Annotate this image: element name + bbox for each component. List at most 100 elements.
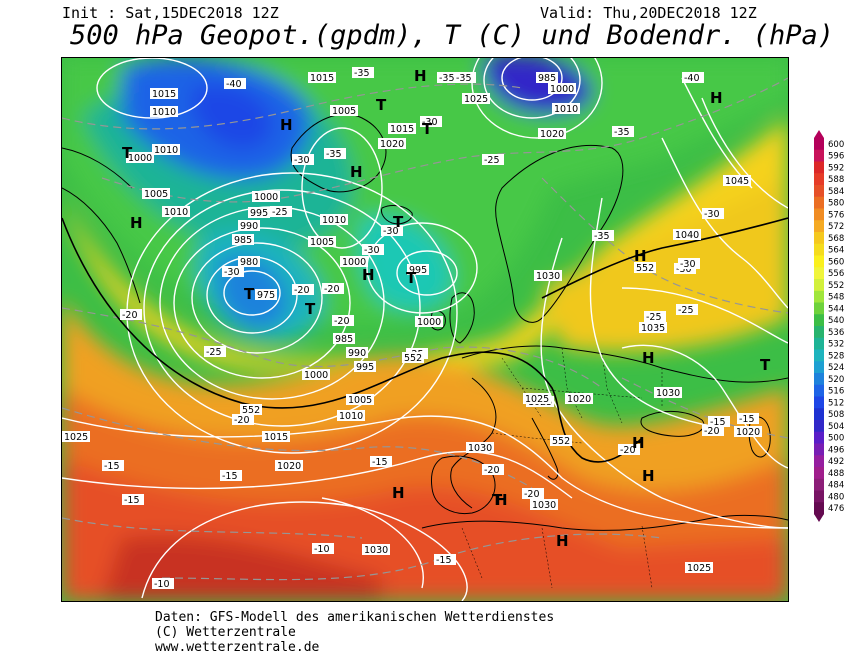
temperature-label-box [437,72,459,83]
footer-website[interactable]: www.wetterzentrale.de [155,640,320,655]
low-pressure-center: T [406,269,417,287]
pressure-label: 1015 [264,432,288,443]
scale-value-label: 600 [828,140,844,150]
scale-value-label: 552 [828,281,844,291]
pressure-label-box [142,188,170,199]
pressure-label-box [248,207,270,218]
temperature-label-box [612,126,634,137]
geopotential-label: 552 [552,436,570,447]
pressure-label-box [320,214,348,225]
scale-swatch [814,149,824,162]
temperature-label-box [618,444,640,455]
temperature-label-box [644,311,666,322]
pressure-label: 1025 [525,394,549,405]
temperature-label-box [312,543,334,554]
pressure-label-box [238,220,260,231]
temperature-label-box [362,244,384,255]
scale-swatch [814,185,824,198]
pressure-label: 1025 [687,563,711,574]
pressure-label-box [734,426,762,437]
temperature-labels: -40-35 -35 -35-30-35-25-40-35-30-25-30-30-… [102,67,759,590]
geopotential-552-contour [62,217,788,463]
pressure-label: 1010 [152,107,176,118]
pressure-label-box [415,316,443,327]
temperature-label-box [420,116,442,127]
geopotential-label-box [402,352,424,363]
low-pressure-center: T [760,356,771,374]
scale-value-label: 480 [828,492,844,502]
temperature-label: -30 [383,226,399,237]
scale-swatch [814,349,824,362]
temperature-label-box [224,78,246,89]
low-pressure-center: T [122,144,133,162]
scale-swatch [814,337,824,350]
scale-value-label: 504 [828,422,844,432]
pressure-label-box [346,394,374,405]
temperature-label: -10 [314,544,330,555]
temperature-label-box [122,494,144,505]
pressure-label-box [407,264,429,275]
scale-swatch [814,502,824,515]
pressure-label: 1020 [540,129,564,140]
high-pressure-center: H [642,467,655,485]
temperature-label-box [270,206,292,217]
low-pressure-center: T [376,96,387,114]
map-title: 500 hPa Geopot.(gpdm), T (C) und Bodendr… [70,20,835,51]
scale-value-label: 588 [828,175,844,185]
scale-bottom-arrow [814,514,824,522]
pressure-label-box [552,103,580,114]
temperature-label-box [522,488,544,499]
pressure-label: 1015 [310,73,334,84]
temperature-label-box [352,67,374,78]
high-pressure-center: H [556,532,569,550]
temperature-label-box [702,425,724,436]
pressure-label: 1000 [128,153,152,164]
pressure-label: 1030 [468,443,492,454]
scale-swatch [814,302,824,315]
pressure-label: 1030 [532,500,556,511]
pressure-label: 1010 [339,411,363,422]
temperature-label-box [332,315,354,326]
temperature-label: -15 [104,461,120,472]
scale-swatch [814,220,824,233]
pressure-label: 1005 [144,189,168,200]
temperature-label: -15 [710,417,726,428]
scale-swatch [814,478,824,491]
temperature-label: -20 [524,489,540,500]
scale-swatch [814,431,824,444]
high-pressure-center: H [130,214,143,232]
temperature-label: -15 [372,457,388,468]
pressure-label: 995 [356,362,374,373]
pressure-label: 1030 [364,545,388,556]
scale-value-label: 556 [828,269,844,279]
scale-swatch [814,373,824,386]
scale-value-label: 516 [828,387,844,397]
pressure-label: 1030 [536,271,560,282]
temperature-label: -30 [422,117,438,128]
scale-value-label: 572 [828,222,844,232]
pressure-label: 1015 [390,124,414,135]
pressure-label-box [238,256,260,267]
scale-swatch [814,396,824,409]
scale-value-label: 496 [828,445,844,455]
temperature-label: -35 [326,149,342,160]
temperature-label: -25 [206,347,222,358]
scale-swatch [814,138,824,151]
temperature-label-box [322,283,344,294]
pressure-label: 985 [234,235,252,246]
scale-value-label: 576 [828,210,844,220]
pressure-label: 1035 [641,323,665,334]
low-pressure-center: T [305,300,316,318]
temperature-label-box [292,154,314,165]
pressure-label: 1000 [417,317,441,328]
scale-value-label: 488 [828,469,844,479]
temperature-label: -35 [354,68,370,79]
pressure-label-box [654,387,682,398]
temperature-label: -35 [594,231,610,242]
temperature-label-box [434,554,456,565]
scale-labels: 6005965925885845805765725685645605565525… [828,140,844,514]
high-pressure-center: H [495,491,508,509]
pressure-label: 1030 [656,388,680,399]
scale-swatch [814,196,824,209]
